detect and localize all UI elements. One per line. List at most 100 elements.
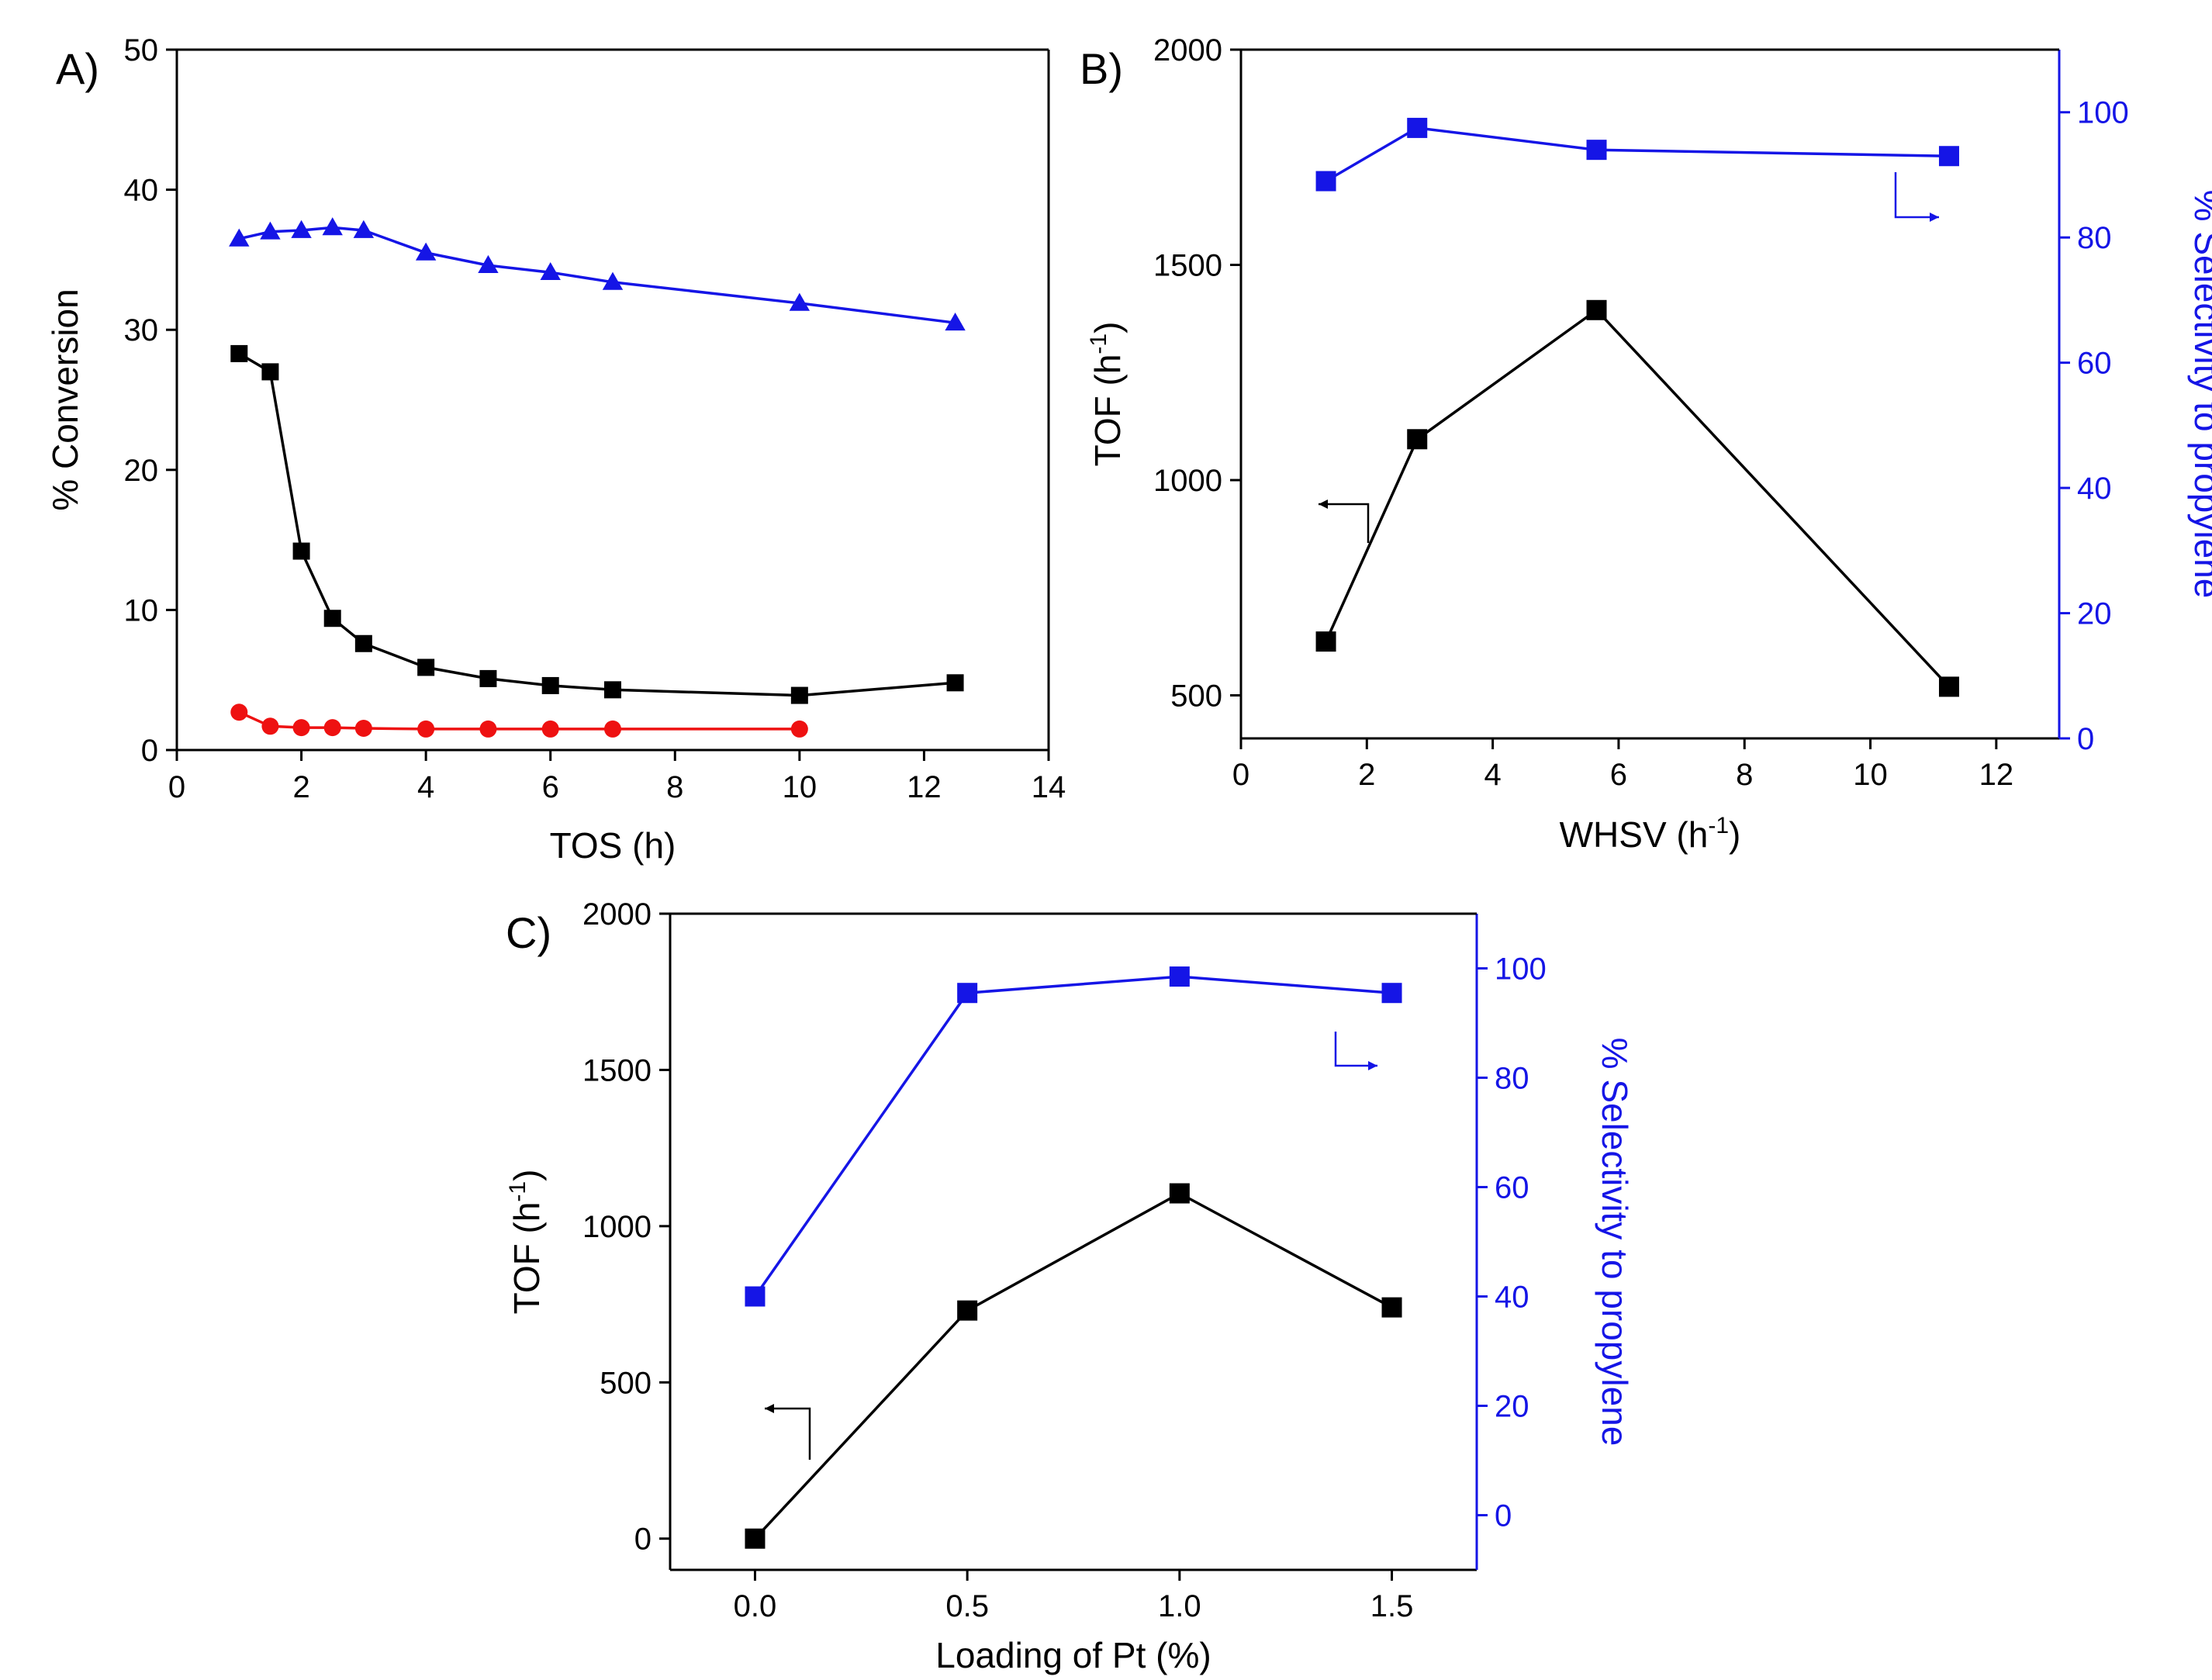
y-axis-title: TOF (h-1) bbox=[505, 1170, 547, 1315]
y-tick-label: 1500 bbox=[1153, 249, 1222, 283]
data-point bbox=[353, 220, 375, 238]
x-tick-label: 6 bbox=[1610, 758, 1627, 792]
y-axis-title-text: TOF (h bbox=[1087, 354, 1128, 467]
x-axis-title: WHSV (h-1) bbox=[1560, 813, 1741, 855]
y-axis-title-superscript: -1 bbox=[1086, 334, 1111, 354]
series-tof bbox=[1315, 299, 1959, 697]
x-axis-title-text: TOS (h) bbox=[550, 825, 676, 866]
data-point bbox=[1407, 117, 1428, 138]
right-arrow-head bbox=[1368, 1061, 1377, 1070]
y-tick-label: 10 bbox=[124, 593, 159, 627]
y2-tick-label: 100 bbox=[2077, 96, 2129, 130]
left-arrow-head bbox=[765, 1404, 774, 1413]
y-tick-label: 1000 bbox=[1153, 464, 1222, 498]
x-axis-title: TOS (h) bbox=[550, 825, 676, 866]
y2-tick-label: 20 bbox=[2077, 597, 2112, 631]
x-tick-label: 0.5 bbox=[945, 1589, 989, 1623]
y2-tick-label: 80 bbox=[2077, 221, 2112, 255]
series-blue-triangles bbox=[229, 217, 966, 331]
y-tick-label: 500 bbox=[600, 1366, 652, 1400]
data-point bbox=[479, 720, 497, 738]
data-point bbox=[1169, 1183, 1190, 1204]
right-arrow-head bbox=[1930, 213, 1939, 222]
series-selectivity bbox=[745, 966, 1402, 1307]
data-point bbox=[790, 686, 808, 704]
data-point bbox=[957, 983, 978, 1004]
data-point bbox=[230, 703, 248, 721]
data-point bbox=[261, 363, 279, 381]
data-point bbox=[260, 221, 281, 240]
data-point bbox=[354, 634, 372, 652]
y2-tick-label: 60 bbox=[1495, 1171, 1529, 1205]
y-axis-title-end: ) bbox=[506, 1170, 547, 1181]
data-point bbox=[1381, 1297, 1402, 1318]
data-point bbox=[229, 228, 250, 247]
x-tick-label: 10 bbox=[1853, 758, 1888, 792]
x-axis-title-text: WHSV (h bbox=[1560, 814, 1709, 855]
series-selectivity bbox=[1315, 117, 1959, 192]
x-tick-label: 2 bbox=[292, 770, 309, 804]
panel-label: C) bbox=[506, 908, 551, 957]
data-point bbox=[604, 720, 621, 738]
data-point bbox=[415, 242, 437, 261]
x-tick-label: 10 bbox=[783, 770, 817, 804]
data-point bbox=[604, 681, 621, 699]
series-line bbox=[1325, 308, 1951, 688]
x-tick-label: 1.0 bbox=[1158, 1589, 1201, 1623]
data-point bbox=[602, 271, 624, 290]
data-point bbox=[322, 217, 343, 236]
chart-panel-2: B) 0 2 4 6 8 10 12 500 1000 1500 2000 0 20 40 60 80 100 WH… bbox=[1080, 33, 2212, 855]
data-point bbox=[946, 674, 964, 692]
data-point bbox=[957, 1300, 978, 1321]
y2-tick-label: 0 bbox=[2077, 722, 2094, 756]
y-tick-label: 0 bbox=[141, 734, 158, 768]
x-tick-label: 1.5 bbox=[1370, 1589, 1414, 1623]
data-point bbox=[1381, 983, 1402, 1004]
x-tick-label: 8 bbox=[666, 770, 683, 804]
series-line bbox=[1325, 126, 1950, 183]
data-point bbox=[541, 720, 559, 738]
data-point bbox=[745, 1528, 766, 1549]
y2-tick-label: 40 bbox=[2077, 472, 2112, 506]
data-point bbox=[541, 676, 559, 694]
y-tick-label: 40 bbox=[124, 174, 159, 208]
left-axis-indicator-arrow bbox=[1319, 503, 1370, 543]
data-point bbox=[745, 1286, 766, 1307]
x-tick-label: 0 bbox=[1232, 758, 1249, 792]
y2-tick-label: 100 bbox=[1495, 952, 1547, 987]
left-arrow-head bbox=[1319, 500, 1328, 509]
series-line bbox=[754, 975, 1392, 1298]
data-point bbox=[292, 719, 310, 737]
y-tick-label: 0 bbox=[634, 1523, 652, 1557]
y2-tick-label: 60 bbox=[2077, 347, 2112, 381]
data-point bbox=[789, 292, 810, 311]
data-point bbox=[417, 659, 435, 676]
series-line bbox=[238, 710, 800, 731]
data-point bbox=[291, 220, 312, 238]
y-tick-label: 20 bbox=[124, 454, 159, 488]
data-point bbox=[1169, 966, 1190, 987]
x-tick-label: 4 bbox=[417, 770, 434, 804]
y-axis-title: TOF (h-1) bbox=[1086, 322, 1128, 467]
x-axis-title: Loading of Pt (%) bbox=[935, 1635, 1211, 1675]
data-point bbox=[478, 254, 499, 274]
data-point bbox=[1315, 171, 1336, 192]
series-tof bbox=[745, 1183, 1402, 1549]
y-tick-label: 1500 bbox=[582, 1053, 652, 1087]
y2-tick-label: 0 bbox=[1495, 1499, 1512, 1533]
y-axis-title-end: ) bbox=[1087, 322, 1128, 334]
data-point bbox=[261, 717, 279, 735]
data-point bbox=[479, 669, 497, 687]
x-axis-title-end: ) bbox=[1729, 814, 1740, 855]
y-axis-title: % Conversion bbox=[45, 289, 85, 510]
x-tick-label: 12 bbox=[1979, 758, 2014, 792]
y2-tick-label: 40 bbox=[1495, 1281, 1529, 1315]
right-axis-indicator-arrow bbox=[1894, 172, 1939, 219]
series-line bbox=[754, 1191, 1393, 1540]
y2-tick-label: 20 bbox=[1495, 1390, 1529, 1424]
x-tick-label: 2 bbox=[1358, 758, 1375, 792]
data-point bbox=[417, 720, 435, 738]
right-axis-indicator-arrow bbox=[1334, 1032, 1377, 1067]
x-tick-label: 6 bbox=[542, 770, 559, 804]
y-axis-title-superscript: -1 bbox=[505, 1181, 531, 1202]
